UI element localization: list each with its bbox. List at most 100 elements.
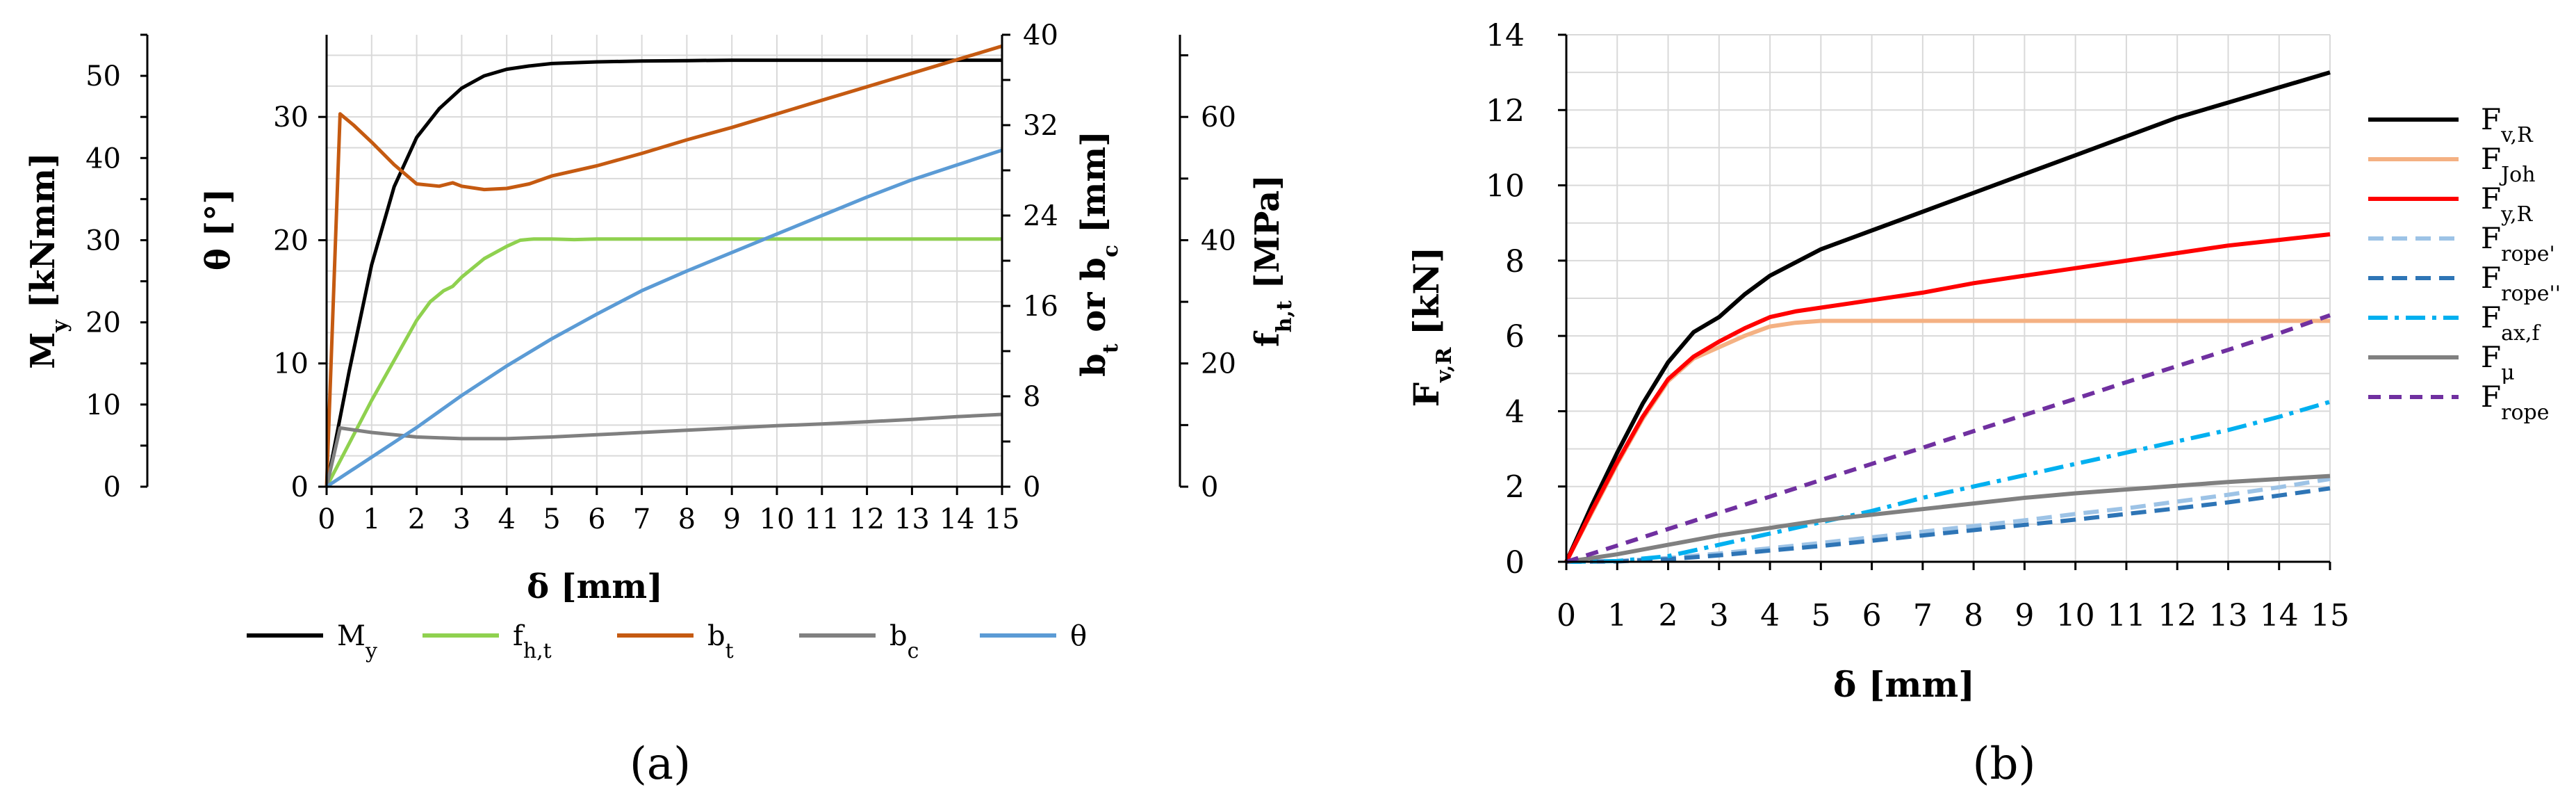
x-tick-label: 5 [1811, 598, 1830, 633]
panel-a-xlabel: δ [mm] [527, 567, 663, 606]
panel-a-legend: My fh,t bt bc θ [247, 620, 1087, 663]
b-tick-label: 40 [1023, 19, 1058, 51]
x-tick-label: 8 [1964, 598, 1983, 633]
panel-a-axis-labels: My [kNmm] θ [°] bt or bc [mm] fh,t [MPa] [24, 131, 1297, 377]
x-tick-label: 11 [2107, 598, 2146, 633]
x-tick-label: 15 [2311, 598, 2349, 633]
panel-a-label: (a) [630, 738, 691, 790]
x-tick-label: 6 [588, 503, 605, 535]
my-tick-label: 20 [85, 307, 121, 339]
panel-a-axes [140, 33, 1188, 495]
y-tick-label: 12 [1486, 93, 1525, 129]
legend-entry-f-h,t: fh,t [513, 620, 552, 663]
x-tick-label: 14 [940, 503, 975, 535]
my-tick-label: 0 [104, 471, 121, 503]
theta-tick-label: 10 [273, 348, 309, 380]
x-tick-label: 0 [318, 503, 335, 535]
series-line-F-v,R [1564, 70, 2331, 563]
panel-a-series [325, 44, 1003, 489]
my-tick-label: 30 [85, 225, 121, 257]
panel-a-chart: 0 1 2 3 4 5 6 7 8 9 10 11 12 13 14 15010203001020304050… [24, 19, 1297, 790]
legend-entry-F-rope'': Frope'' [2481, 261, 2561, 306]
x-tick-label: 8 [678, 503, 696, 535]
b-axis-title: bt or bc [mm] [1074, 131, 1123, 377]
y-tick-label: 10 [1486, 169, 1525, 204]
x-tick-label: 7 [633, 503, 650, 535]
fh-tick-label: 0 [1201, 471, 1218, 503]
x-tick-label: 4 [1760, 598, 1780, 633]
panel-a-tick-labels: 0 1 2 3 4 5 6 7 8 9 10 11 12 13 14 15010203001020304050… [85, 19, 1236, 535]
x-tick-label: 9 [723, 503, 740, 535]
legend-entry-F-μ: Fμ [2481, 340, 2515, 385]
panel-b-axes [1558, 33, 2331, 570]
x-tick-label: 13 [894, 503, 930, 535]
legend-entry-F-ax,f: Fax,f [2481, 300, 2541, 346]
fh-tick-label: 20 [1201, 348, 1236, 380]
legend-entry-F-v,R: Fv,R [2481, 102, 2534, 147]
series-line-F-μ [1566, 473, 2331, 564]
y-tick-label: 8 [1505, 244, 1525, 280]
y-tick-label: 0 [1505, 545, 1525, 581]
x-tick-label: 15 [985, 503, 1020, 535]
series-line-F-rope'' [1566, 486, 2331, 564]
x-tick-label: 10 [2056, 598, 2095, 633]
x-tick-label: 7 [1913, 598, 1933, 633]
panel-b-label: (b) [1973, 738, 2036, 790]
my-tick-label: 50 [85, 60, 121, 92]
fh-tick-label: 40 [1201, 225, 1236, 257]
x-tick-label: 14 [2260, 598, 2299, 633]
legend-entry-θ: θ [1070, 620, 1087, 652]
x-tick-label: 12 [849, 503, 885, 535]
legend-entry-b-t: bt [707, 620, 734, 663]
series-line-f-h,t [325, 237, 1002, 488]
panel-b-grid [1566, 34, 2331, 562]
b-tick-label: 0 [1023, 471, 1040, 503]
series-line-M-y [325, 58, 1002, 487]
y-tick-label: 4 [1505, 394, 1525, 430]
theta-axis-title: θ [°] [199, 188, 238, 270]
y-tick-label: 6 [1505, 319, 1525, 355]
x-tick-label: 2 [1659, 598, 1678, 633]
b-tick-label: 8 [1023, 381, 1040, 413]
legend-entry-F-rope': Frope' [2481, 221, 2555, 266]
x-tick-label: 9 [2015, 598, 2034, 633]
x-tick-label: 0 [1557, 598, 1576, 633]
panel-b-series [1564, 70, 2331, 564]
y-tick-label: 2 [1505, 470, 1525, 505]
theta-tick-label: 0 [291, 471, 309, 503]
legend-entry-b-c: bc [889, 620, 919, 663]
legend-entry-F-y,R: Fy,R [2481, 181, 2534, 227]
b-tick-label: 16 [1023, 291, 1058, 323]
legend-entry-M-y: My [337, 620, 377, 663]
panel-b-ylabel: Fv,R [kN] [1406, 247, 1457, 407]
theta-tick-label: 20 [273, 225, 309, 257]
x-tick-label: 12 [2158, 598, 2197, 633]
x-tick-label: 2 [408, 503, 425, 535]
y-tick-label: 14 [1486, 18, 1525, 54]
b-tick-label: 24 [1023, 200, 1058, 232]
my-tick-label: 10 [85, 389, 121, 421]
legend-entry-F-Joh: FJoh [2481, 142, 2536, 187]
b-tick-label: 32 [1023, 110, 1058, 142]
series-line-F-y,R [1564, 232, 2331, 563]
x-tick-label: 6 [1862, 598, 1882, 633]
x-tick-label: 4 [498, 503, 515, 535]
x-tick-label: 5 [543, 503, 560, 535]
series-line-b-t [325, 44, 1003, 487]
legend-entry-F-rope: Frope [2481, 380, 2550, 425]
x-tick-label: 1 [1607, 598, 1627, 633]
theta-tick-label: 30 [273, 102, 309, 133]
panel-b-xlabel: δ [mm] [1833, 664, 1975, 705]
series-line-F-ax,f [1566, 400, 2331, 564]
x-tick-label: 3 [1709, 598, 1729, 633]
x-tick-label: 13 [2208, 598, 2247, 633]
fh-axis-title: fh,t [MPa] [1248, 175, 1297, 347]
x-tick-label: 11 [804, 503, 839, 535]
x-tick-label: 1 [363, 503, 380, 535]
series-line-θ [325, 148, 1003, 489]
fh-tick-label: 60 [1201, 102, 1236, 133]
